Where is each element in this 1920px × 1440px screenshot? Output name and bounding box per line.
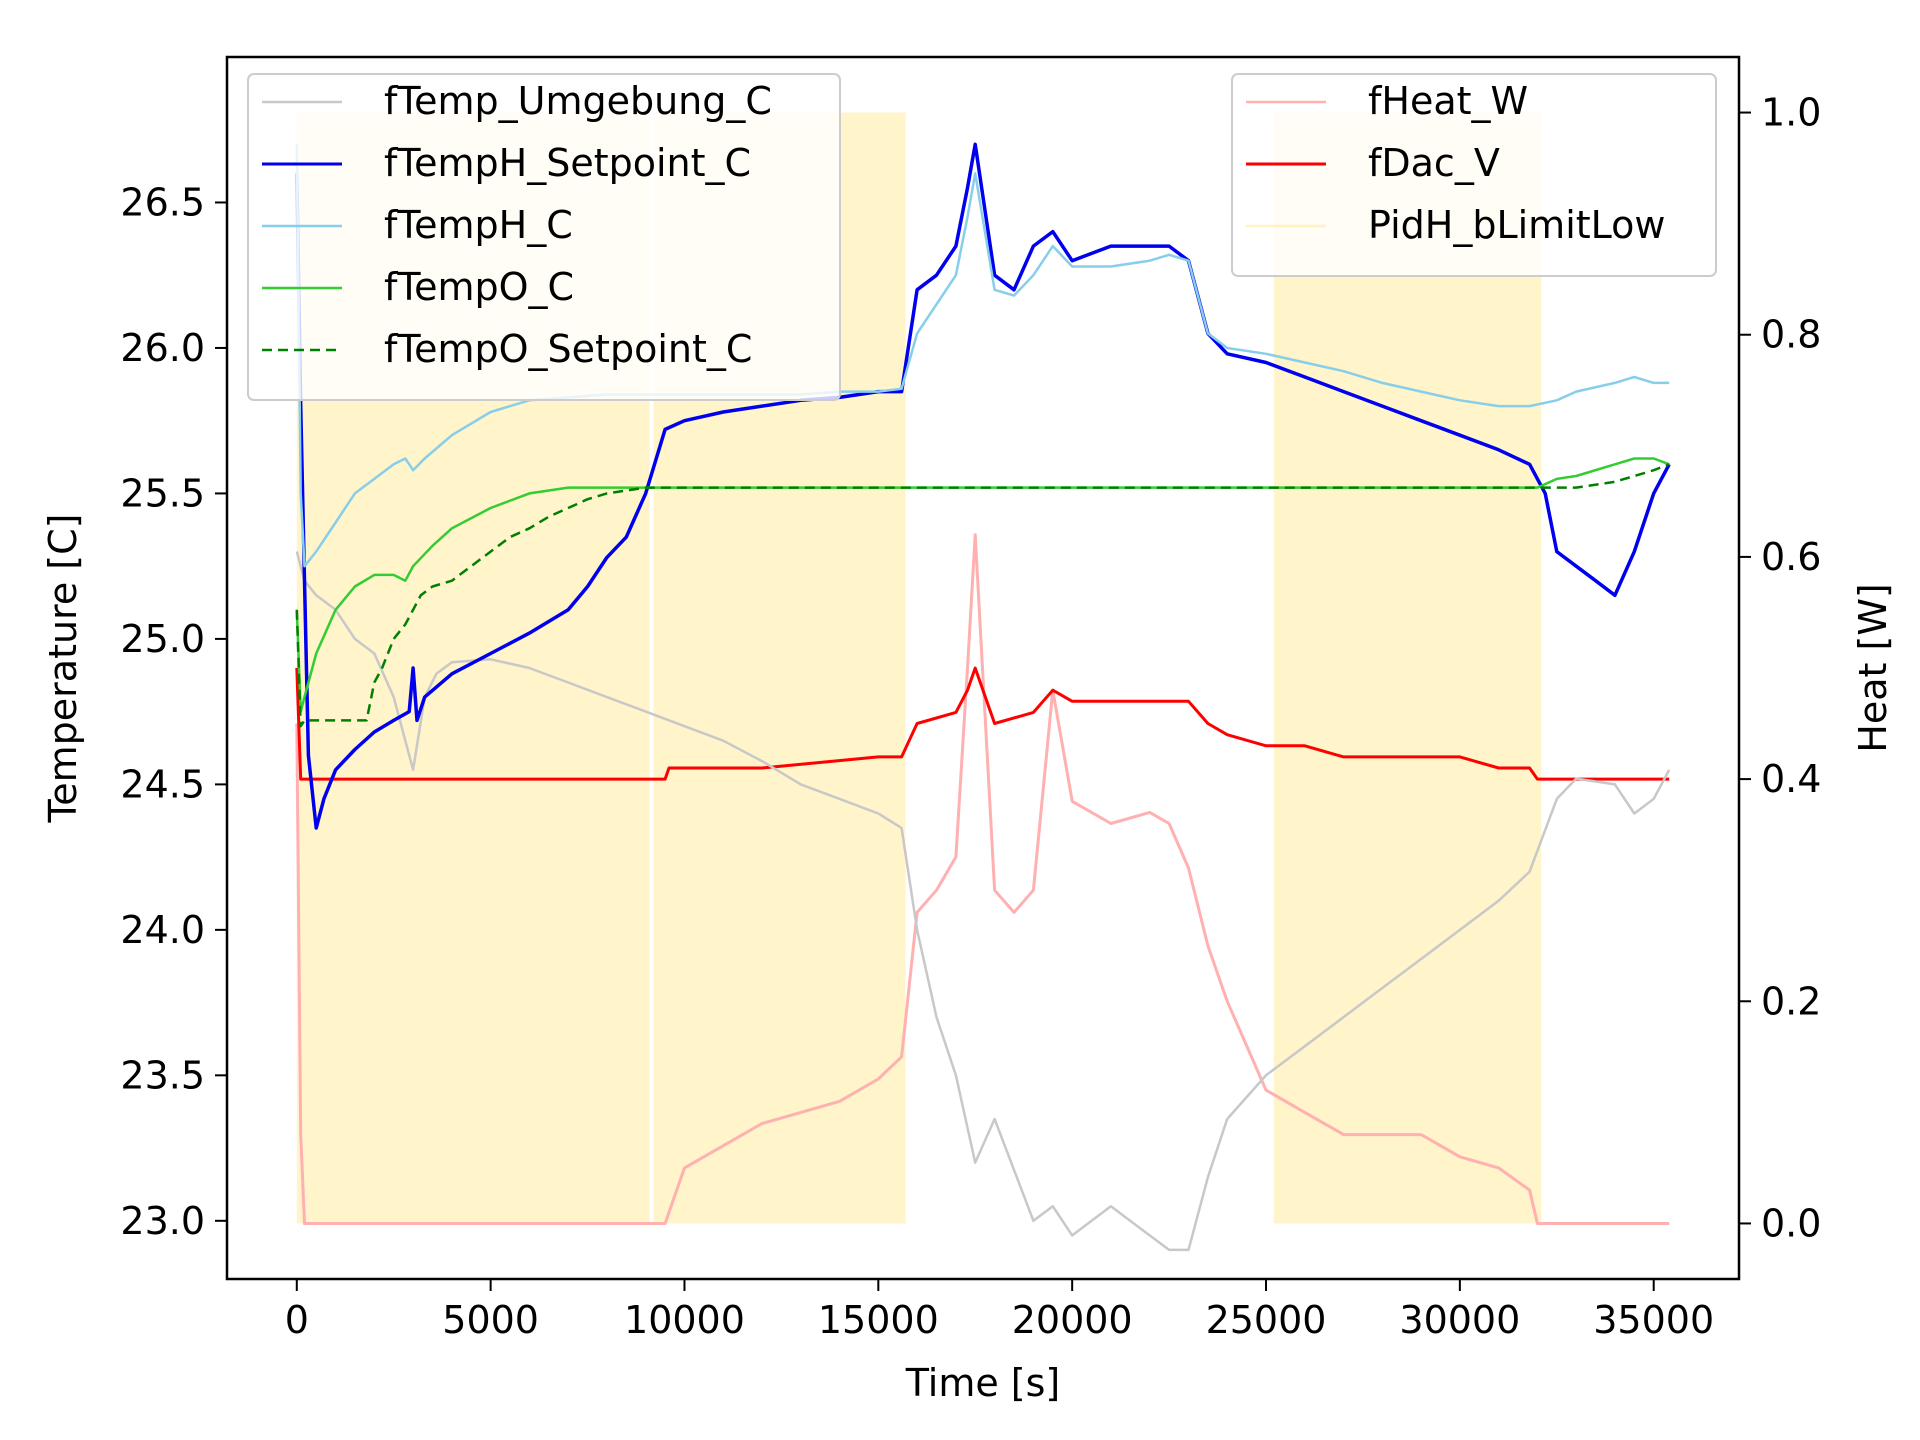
legend-label-pidh-blimitlow: PidH_bLimitLow [1368, 203, 1666, 247]
legend-label-ftemph-setpoint-c: fTempH_Setpoint_C [384, 141, 751, 185]
plot-frame [225, 55, 1741, 1281]
legend-label-ftemph-c: fTempH_C [384, 203, 573, 247]
series-ftemp-umgebung-c [295, 551, 1671, 1252]
series-fdac-v [295, 666, 1670, 781]
right-axis-label: Heat [W] [1851, 583, 1895, 752]
legend-label-ftemp-umgebung-c: fTemp_Umgebung_C [384, 79, 772, 123]
right-tick-label: 0.6 [1761, 535, 1821, 579]
legend-label-ftempo-c: fTempO_C [384, 265, 574, 309]
legend-label-ftempo-setpoint-c: fTempO_Setpoint_C [384, 327, 752, 371]
right-tick-label: 0.8 [1761, 313, 1821, 357]
right-tick-label: 0.4 [1761, 757, 1821, 801]
legend-label-fdac-v: fDac_V [1368, 141, 1500, 185]
left-tick-label: 25.0 [120, 617, 205, 661]
x-axis-label: Time [s] [905, 1361, 1061, 1405]
left-axis-ticks: 23.0 23.5 24.0 24.5 25.0 25.5 26.0 26.5 [120, 180, 227, 1243]
left-tick-label: 25.5 [120, 471, 205, 515]
legend-left: fTemp_Umgebung_C fTempH_Setpoint_C fTempH_… [247, 73, 841, 401]
series-ftempo-setpoint-c [295, 463, 1670, 728]
left-axis-label: Temperature [C] [41, 514, 85, 824]
right-tick-label: 1.0 [1761, 91, 1821, 135]
series-ftemph-setpoint-c [295, 142, 1671, 830]
limit-low-band [901, 112, 906, 1224]
x-tick-label: 35000 [1593, 1298, 1714, 1342]
x-tick-label: 0 [285, 1298, 309, 1342]
series-ftempo-c [295, 457, 1670, 713]
x-tick-label: 20000 [1012, 1298, 1133, 1342]
legend-label-fheat-w: fHeat_W [1368, 79, 1528, 123]
left-tick-label: 23.5 [120, 1053, 205, 1097]
legend-box [1231, 73, 1717, 277]
legend-box [247, 73, 841, 401]
left-tick-label: 24.0 [120, 908, 205, 952]
x-tick-label: 15000 [818, 1298, 939, 1342]
left-axis-series [295, 142, 1671, 1252]
right-axis-series [295, 533, 1670, 1225]
x-tick-label: 5000 [442, 1298, 539, 1342]
x-tick-label: 25000 [1206, 1298, 1327, 1342]
right-axis-ticks: 0.0 0.2 0.4 0.6 0.8 1.0 [1739, 91, 1821, 1245]
left-tick-label: 24.5 [120, 762, 205, 806]
limit-low-band [1537, 112, 1542, 1224]
right-tick-label: 0.2 [1761, 979, 1821, 1023]
x-tick-label: 10000 [624, 1298, 745, 1342]
x-tick-label: 30000 [1399, 1298, 1520, 1342]
left-tick-label: 23.0 [120, 1199, 205, 1243]
left-tick-label: 26.0 [120, 326, 205, 370]
right-tick-label: 0.0 [1761, 1201, 1821, 1245]
legend-right: fHeat_W fDac_V PidH_bLimitLow [1231, 73, 1717, 277]
limit-low-band [653, 112, 666, 1224]
x-axis-ticks: 0 5000 10000 15000 20000 25000 30000 35000 [285, 1279, 1714, 1342]
left-tick-label: 26.5 [120, 180, 205, 224]
series-ftemph-c [295, 144, 1670, 568]
limit-low-band [1273, 112, 1538, 1224]
